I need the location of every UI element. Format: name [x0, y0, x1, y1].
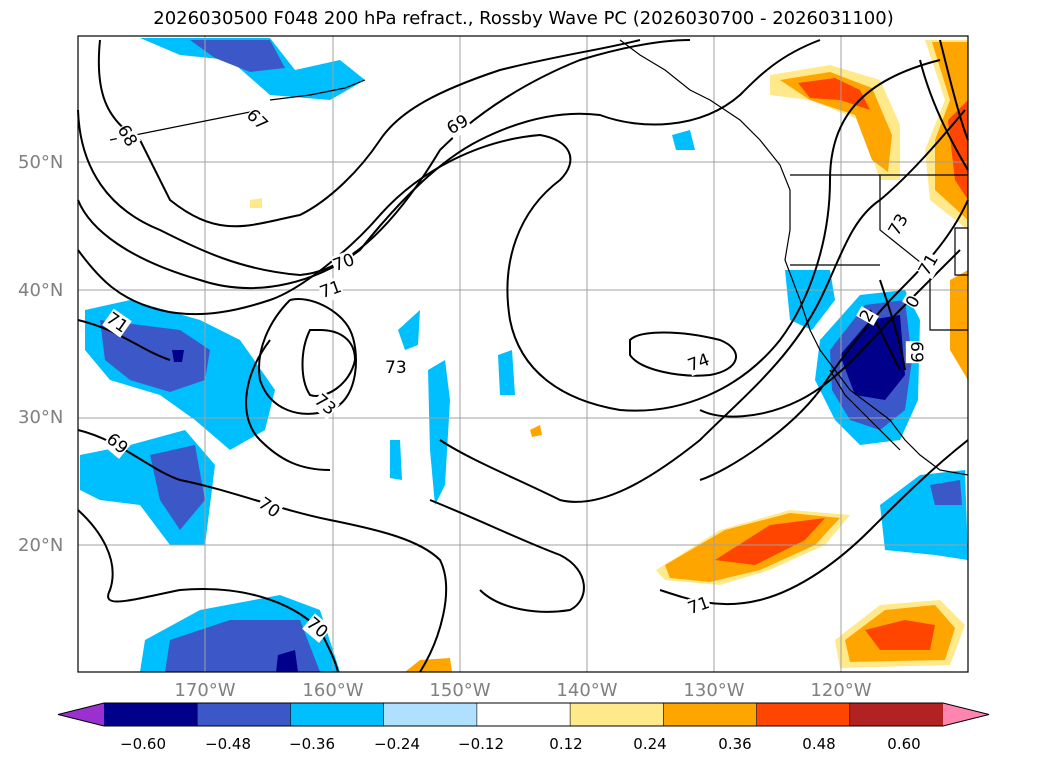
contour-label: 69: [905, 341, 926, 363]
colorbar-tick-label: −0.48: [205, 735, 251, 753]
lon-label: 170°W: [174, 680, 236, 701]
colorbar-tick-label: −0.24: [374, 735, 420, 753]
lon-label: 140°W: [556, 680, 618, 701]
colorbar-extend-high: [943, 703, 989, 726]
graticule: [78, 36, 968, 672]
colorbar-tick-label: 0.48: [802, 735, 836, 753]
lon-label: 160°W: [302, 680, 364, 701]
colorbar-segment: [756, 703, 851, 726]
colorbar-outline: [57, 702, 990, 727]
lat-label: 50°N: [18, 152, 64, 173]
colorbar-segment: [104, 703, 198, 726]
contour-label: 73: [385, 358, 407, 378]
colorbar: [57, 702, 990, 727]
colorbar-tick-label: 0.12: [549, 735, 583, 753]
lat-label: 40°N: [18, 280, 64, 301]
coastlines: [109, 39, 969, 476]
colorbar-segment: [476, 703, 571, 726]
colorbar-segment: [663, 703, 758, 726]
lon-label: 120°W: [810, 680, 872, 701]
lat-label: 20°N: [18, 535, 64, 556]
map-frame: [77, 35, 969, 673]
colorbar-tick-label: −0.60: [120, 735, 166, 753]
colorbar-tick-label: 0.36: [718, 735, 752, 753]
colorbar-tick-label: −0.36: [289, 735, 335, 753]
lon-label: 150°W: [429, 680, 491, 701]
colorbar-tick-label: −0.12: [458, 735, 504, 753]
lon-label: 130°W: [683, 680, 745, 701]
colorbar-segment: [290, 703, 385, 726]
colorbar-segment: [849, 703, 944, 726]
lat-label: 30°N: [18, 407, 64, 428]
colorbar-segment: [197, 703, 291, 726]
map-title: 2026030500 F048 200 hPa refract., Rossby…: [153, 8, 894, 29]
colorbar-extend-low: [58, 703, 104, 726]
colorbar-segment: [383, 703, 478, 726]
colorbar-segment: [570, 703, 664, 726]
colorbar-tick-label: 0.24: [633, 735, 667, 753]
colorbar-tick-label: 0.60: [887, 735, 921, 753]
